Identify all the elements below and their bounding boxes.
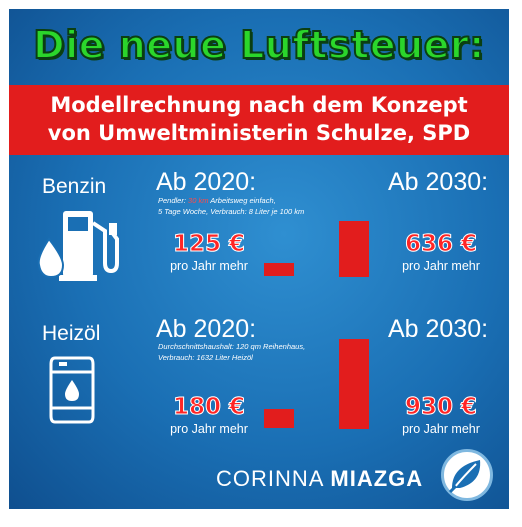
- benzin-note-prefix: Pendler:: [158, 196, 189, 205]
- subtitle-banner: Modellrechnung nach dem Konzept von Umwe…: [9, 85, 509, 155]
- footer-last-name: MIAZGA: [330, 466, 424, 491]
- benzin-value-2020: 125 €: [172, 231, 246, 258]
- headline: Die neue Luftsteuer:: [32, 22, 485, 68]
- heizoel-label: Heizöl: [42, 322, 101, 345]
- benzin-note-rest: Arbeitsweg einfach,: [208, 196, 276, 205]
- benzin-value-2030: 636 €: [404, 231, 478, 258]
- heizoel-period-2020: Ab 2020:: [156, 315, 257, 343]
- benzin-period-2030: Ab 2030:: [388, 168, 489, 196]
- subtitle-line-2: von Umweltministerin Schulze, SPD: [47, 121, 471, 145]
- heizoel-unit-2030: pro Jahr mehr: [402, 422, 480, 436]
- heizoel-period-2030: Ab 2030:: [388, 315, 489, 343]
- benzin-note-line2: 5 Tage Woche, Verbrauch: 8 Liter je 100 …: [158, 207, 305, 216]
- benzin-bar-2030: [339, 221, 369, 277]
- oil-barrel-icon: [49, 356, 95, 424]
- heizoel-note: Durchschnittshaushalt: 120 qm Reihenhaus…: [158, 341, 305, 363]
- benzin-note: Pendler: 30 km Arbeitsweg einfach, 5 Tag…: [158, 195, 304, 217]
- benzin-unit-2020: pro Jahr mehr: [170, 259, 248, 273]
- leaf-logo-icon: [441, 449, 493, 501]
- fuel-pump-icon: [37, 211, 119, 281]
- benzin-note-highlight: 30 km: [188, 196, 209, 205]
- heizoel-value-2020: 180 €: [172, 394, 246, 421]
- benzin-bar-2020: [264, 263, 294, 276]
- benzin-label: Benzin: [42, 175, 107, 198]
- heizoel-note-line1: Durchschnittshaushalt: 120 qm Reihenhaus…: [158, 342, 306, 351]
- footer-name: CORINNA MIAZGA: [216, 466, 423, 492]
- footer-first-name: CORINNA: [216, 466, 324, 491]
- heizoel-note-line2: Verbrauch: 1632 Liter Heizöl: [158, 353, 253, 362]
- benzin-unit-2030: pro Jahr mehr: [402, 259, 480, 273]
- heizoel-value-2030: 930 €: [404, 394, 478, 421]
- heizoel-unit-2020: pro Jahr mehr: [170, 422, 248, 436]
- benzin-period-2020: Ab 2020:: [156, 168, 257, 196]
- subtitle-line-1: Modellrechnung nach dem Konzept: [50, 93, 468, 117]
- infographic-card: Die neue Luftsteuer: Modellrechnung nach…: [9, 9, 509, 509]
- heizoel-bar-2020: [264, 409, 294, 428]
- heizoel-bar-2030: [339, 339, 369, 429]
